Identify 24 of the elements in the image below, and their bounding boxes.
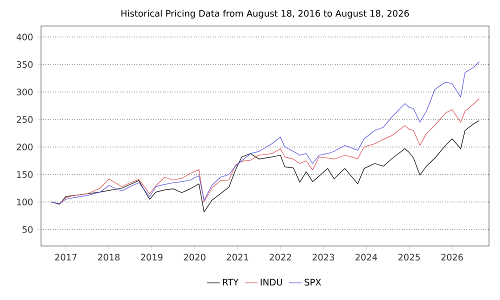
y-tick-label: 350 (16, 61, 33, 68)
y-tick-label: 50 (22, 226, 33, 233)
line-series (50, 61, 480, 204)
y-tick-label: 200 (16, 144, 33, 150)
legend-label: INDU (260, 278, 282, 286)
x-tick-label: 2025 (398, 254, 420, 261)
x-tick-label: 2020 (184, 254, 206, 261)
x-tick-label: 2023 (312, 254, 334, 261)
legend-label: SPX (304, 278, 322, 286)
x-tick-label: 2022 (270, 254, 291, 261)
x-tick-label: 2024 (356, 254, 378, 261)
x-tick-label: 2026 (441, 254, 463, 261)
x-tick-label: 2017 (55, 254, 77, 261)
x-tick-label: 2018 (98, 254, 120, 261)
x-tick-label: 2019 (140, 254, 162, 261)
y-tick-label: 250 (16, 116, 33, 123)
y-tick-label: 300 (16, 88, 33, 96)
y-tick-label: 150 (17, 171, 33, 178)
line-series (50, 120, 480, 212)
y-tick-label: 400 (16, 34, 33, 40)
chart-title: Historical Pricing Data from August 18, 2016 to August 18, 2026 (121, 10, 409, 18)
legend-label: RTY (222, 278, 239, 286)
x-tick-label: 2021 (226, 254, 248, 261)
y-tick-label: 100 (17, 198, 33, 206)
